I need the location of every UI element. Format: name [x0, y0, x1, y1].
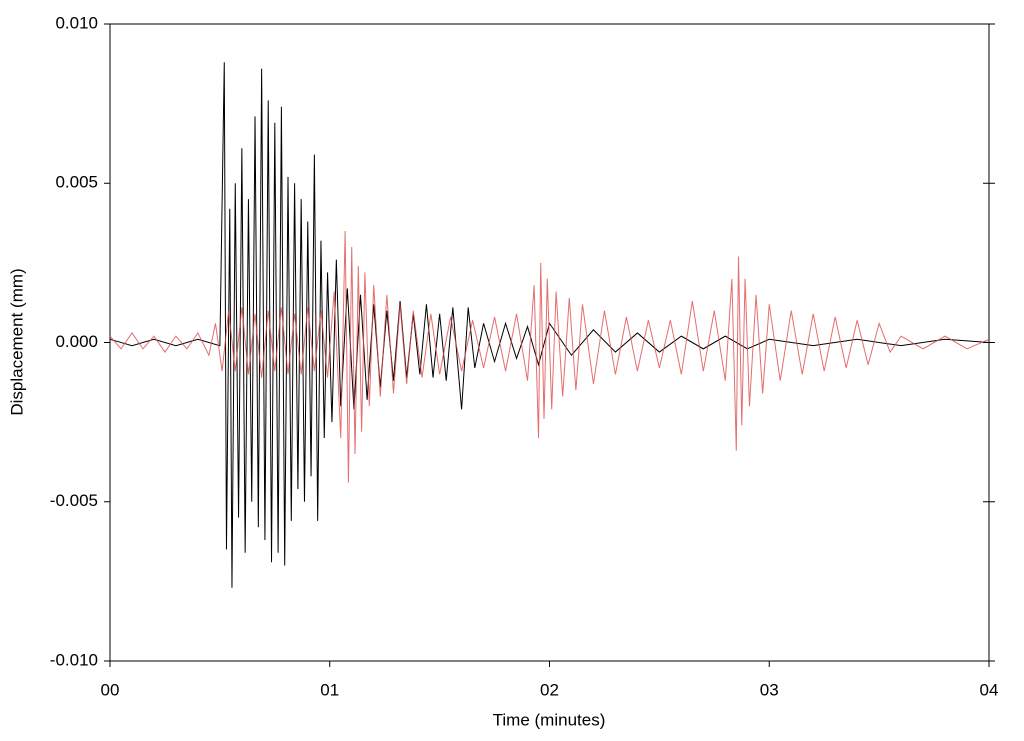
trace-line: [109, 62, 990, 588]
x-tick-label: 02: [540, 680, 559, 699]
y-tick-label: 0.005: [55, 173, 98, 192]
x-tick-label: 04: [980, 680, 999, 699]
x-tick-label: 01: [320, 680, 339, 699]
y-tick-label: 0.000: [55, 332, 98, 351]
y-axis-label: Displacement (mm): [7, 268, 26, 415]
x-tick-label: 00: [101, 680, 120, 699]
y-tick-label: -0.010: [50, 650, 98, 669]
y-tick-label: -0.005: [50, 491, 98, 510]
x-axis-label: Time (minutes): [493, 710, 606, 729]
trace-line: [109, 231, 990, 483]
x-tick-label: 03: [760, 680, 779, 699]
y-tick-label: 0.010: [55, 13, 98, 32]
